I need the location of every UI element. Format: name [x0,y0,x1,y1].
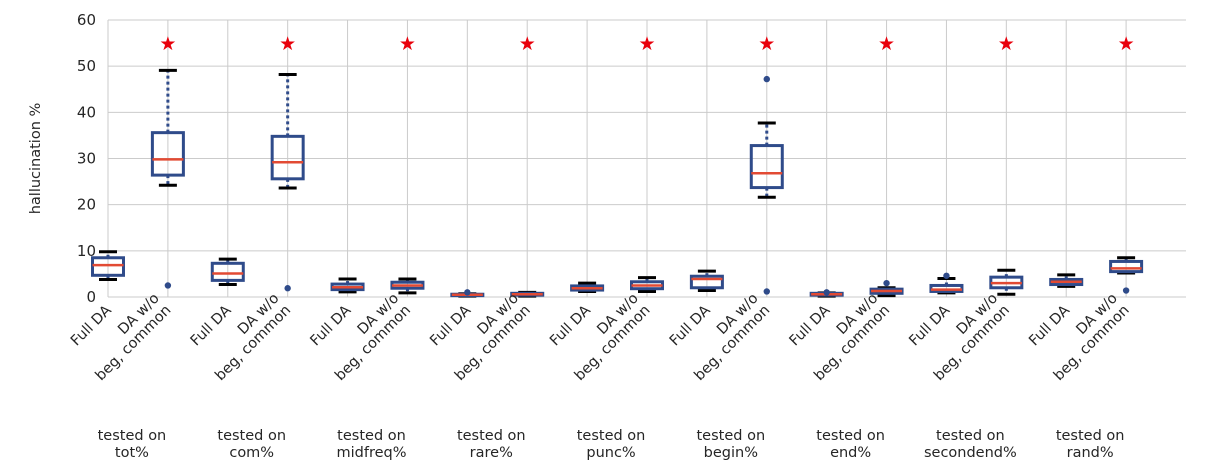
box-label-4-0: Full DA [547,302,594,349]
box-3-1 [510,290,545,298]
y-tick-label-30: 30 [77,150,96,168]
group-label-7: tested on [936,428,1005,444]
box-label-7-1: DA w/obeg, common [919,290,1013,384]
box-label-8-1: DA w/obeg, common [1039,290,1133,384]
outlier-0 [1122,287,1130,294]
outlier-0 [763,75,770,83]
significance-star-7: ★ [998,33,1015,55]
box-6-0 [809,289,844,298]
significance-star-0: ★ [159,33,176,55]
box-label-2-1: DA w/obeg, common [320,290,414,384]
box-0-1 [150,68,185,289]
box-8-1 [1109,256,1144,294]
significance-star-5: ★ [758,33,775,55]
y-tick-label-10: 10 [77,242,96,260]
group-sublabel-1: com% [229,445,274,461]
box-iqr [689,274,724,290]
box-label-1-1: DA w/obeg, common [201,290,295,384]
box-4-1 [630,276,664,293]
group-label-3: tested on [457,428,526,444]
group-label-0: tested on [98,428,167,444]
y-axis-title: hallucination % [28,103,44,215]
group-label-6: tested on [816,428,885,444]
box-1-1 [270,72,305,292]
boxes [91,68,1144,298]
box-0-0 [91,250,125,281]
group-label-5: tested on [697,428,766,444]
significance-star-2: ★ [399,33,416,55]
box-4-0 [570,281,605,293]
box-iqr [270,134,305,181]
box-7-0 [929,272,964,295]
significance-star-6: ★ [878,33,895,55]
group-sublabel-2: midfreq% [336,445,406,461]
group-label-1: tested on [217,428,286,444]
box-label-3-0: Full DA [427,302,474,349]
group-sublabel-8: rand% [1067,445,1114,461]
box-8-0 [1049,273,1084,288]
outlier-0 [284,285,291,292]
outlier-1 [763,288,770,295]
group-sublabel-0: tot% [115,445,149,461]
box-1-0 [210,257,245,287]
box-label-3-1: DA w/obeg, common [440,290,534,384]
box-label-2-0: Full DA [308,302,355,349]
significance-markers: ★ ★ ★ ★ ★ ★ ★ ★ ★ [159,33,1134,55]
outlier-0 [883,279,890,287]
gridlines [107,19,1186,298]
y-tick-label-40: 40 [77,103,96,121]
significance-star-4: ★ [638,33,655,55]
group-sublabel-7: secondend% [924,445,1017,461]
box-iqr [150,131,185,177]
box-label-6-0: Full DA [787,302,834,349]
group-sublabel-3: rare% [470,445,513,461]
outlier-0 [164,282,172,289]
box-label-5-0: Full DA [667,302,714,349]
box-6-1 [869,279,904,298]
box-label-5-1: DA w/obeg, common [680,290,774,384]
box-iqr [749,144,784,190]
box-3-0 [450,289,485,298]
box-5-1 [749,75,784,295]
box-label-7-0: Full DA [906,302,953,349]
box-label-0-0: Full DA [68,302,115,349]
box-label-1-0: Full DA [188,302,235,349]
outlier-0 [943,272,950,279]
significance-star-3: ★ [519,33,536,55]
group-label-2: tested on [337,428,406,444]
group-label-4: tested on [577,428,646,444]
significance-star-1: ★ [279,33,296,55]
box-iqr [91,256,125,277]
significance-star-8: ★ [1118,33,1135,55]
box-label-6-1: DA w/obeg, common [800,290,894,384]
y-tick-label-50: 50 [77,57,96,75]
box-5-0 [689,269,724,293]
group-sublabel-4: punc% [586,445,635,461]
box-7-1 [989,268,1024,296]
box-2-0 [330,277,365,294]
box-label-8-0: Full DA [1026,302,1073,349]
group-label-8: tested on [1056,428,1125,444]
outlier-0 [823,289,830,296]
box-2-1 [390,277,425,295]
y-tick-label-60: 60 [77,11,96,29]
box-iqr [210,261,245,282]
box-iqr [1109,259,1144,274]
outlier-0 [464,289,471,296]
group-sublabel-5: begin% [704,445,758,461]
box-label-4-1: DA w/obeg, common [560,290,654,384]
y-tick-label-0: 0 [86,288,96,306]
axes: 0 10 20 30 40 50 60 [77,11,96,306]
y-tick-label-20: 20 [77,196,96,214]
group-sublabel-6: end% [830,445,871,461]
